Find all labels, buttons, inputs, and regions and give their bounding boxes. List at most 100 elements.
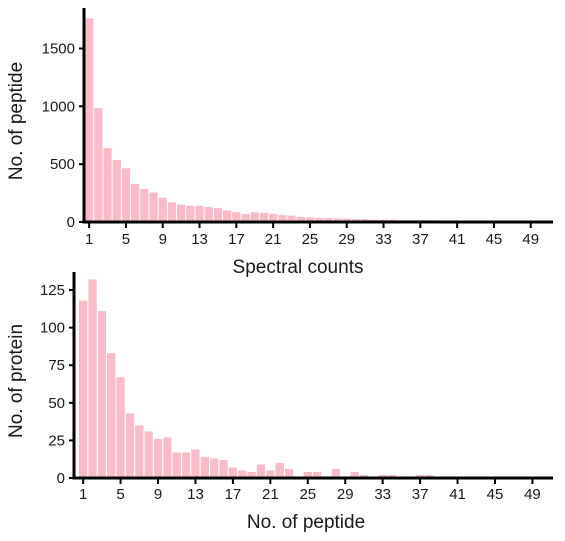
bar-17 bbox=[228, 467, 238, 478]
bar-22 bbox=[275, 462, 284, 478]
bar-30 bbox=[350, 471, 359, 478]
y-tick-label: 500 bbox=[50, 156, 75, 173]
bar-9 bbox=[158, 197, 167, 222]
bar-19 bbox=[250, 212, 259, 222]
bar-18 bbox=[241, 213, 250, 222]
x-tick-label: 9 bbox=[159, 231, 167, 248]
bar-7 bbox=[135, 425, 144, 478]
bar-6 bbox=[125, 413, 135, 478]
bar-18 bbox=[238, 470, 247, 478]
bar-14 bbox=[200, 456, 209, 478]
bar-23 bbox=[287, 215, 296, 222]
bar-4 bbox=[112, 160, 121, 222]
x-axis-title: No. of peptide bbox=[247, 512, 365, 533]
x-tick-label: 41 bbox=[449, 231, 466, 248]
x-tick-label: 1 bbox=[85, 231, 93, 248]
bar-10 bbox=[167, 202, 177, 222]
bar-22 bbox=[278, 215, 287, 222]
x-tick-label: 21 bbox=[265, 231, 282, 248]
bar-3 bbox=[103, 147, 112, 222]
bar-14 bbox=[204, 206, 213, 222]
bar-37 bbox=[415, 474, 425, 478]
y-axis-title: No. of protein bbox=[6, 324, 27, 438]
bar-25 bbox=[303, 471, 312, 478]
bar-4 bbox=[107, 353, 116, 478]
bar-11 bbox=[172, 452, 181, 478]
bar-15 bbox=[213, 208, 223, 222]
y-tick-label: 25 bbox=[48, 432, 65, 449]
x-tick-label: 21 bbox=[262, 486, 279, 503]
bar-1 bbox=[85, 18, 94, 222]
x-tick-label: 13 bbox=[191, 231, 208, 248]
y-tick-label: 1500 bbox=[42, 40, 75, 57]
bar-33 bbox=[378, 474, 387, 478]
x-axis-title: Spectral counts bbox=[233, 257, 364, 278]
bar-38 bbox=[425, 474, 434, 478]
y-tick-label: 1000 bbox=[42, 98, 75, 115]
bar-28 bbox=[331, 468, 341, 478]
bar-27 bbox=[324, 217, 333, 222]
x-tick-label: 33 bbox=[374, 486, 391, 503]
x-tick-label: 13 bbox=[187, 486, 204, 503]
x-tick-label: 17 bbox=[228, 231, 245, 248]
y-tick-label: 0 bbox=[67, 214, 75, 231]
bar-6 bbox=[131, 183, 140, 222]
x-tick-label: 49 bbox=[522, 231, 539, 248]
bar-26 bbox=[313, 471, 322, 478]
bar-12 bbox=[186, 205, 195, 222]
y-tick-label: 100 bbox=[40, 320, 65, 337]
x-tick-label: 9 bbox=[154, 486, 162, 503]
bar-20 bbox=[259, 212, 269, 222]
bar-20 bbox=[256, 464, 266, 478]
bar-31 bbox=[359, 474, 369, 478]
bar-10 bbox=[163, 437, 172, 478]
x-tick-label: 45 bbox=[486, 231, 503, 248]
x-tick-label: 25 bbox=[302, 231, 319, 248]
x-tick-label: 37 bbox=[412, 486, 429, 503]
x-tick-label: 5 bbox=[116, 486, 124, 503]
bar-29 bbox=[342, 218, 351, 222]
bar-2 bbox=[94, 108, 103, 222]
bar-21 bbox=[266, 470, 275, 478]
bar-28 bbox=[333, 218, 342, 222]
bar-15 bbox=[210, 458, 219, 478]
y-tick-label: 75 bbox=[48, 357, 65, 374]
x-tick-label: 33 bbox=[375, 231, 392, 248]
bar-5 bbox=[116, 377, 125, 478]
bar-25 bbox=[305, 217, 315, 222]
bar-13 bbox=[195, 205, 204, 222]
bar-3 bbox=[97, 311, 107, 478]
x-tick-label: 41 bbox=[449, 486, 466, 503]
bar-24 bbox=[296, 216, 305, 222]
panel-spectral-counts: Spectral counts No. of peptide 0 500 1000 1… bbox=[6, 8, 553, 278]
bar-23 bbox=[284, 468, 294, 478]
bar-8 bbox=[149, 192, 158, 222]
bar-5 bbox=[121, 168, 131, 222]
x-tick-label: 5 bbox=[122, 231, 130, 248]
bar-13 bbox=[191, 449, 200, 478]
x-tick-label: 29 bbox=[337, 486, 354, 503]
bar-7 bbox=[140, 189, 149, 222]
bar-12 bbox=[181, 452, 191, 478]
y-tick-label: 125 bbox=[40, 282, 65, 299]
bar-26 bbox=[315, 217, 324, 222]
x-tick-label: 1 bbox=[79, 486, 87, 503]
bar-19 bbox=[247, 471, 256, 478]
bar-1 bbox=[79, 300, 88, 478]
y-tick-label: 0 bbox=[57, 470, 65, 487]
y-tick-label: 50 bbox=[48, 395, 65, 412]
y-axis-title: No. of peptide bbox=[6, 62, 27, 180]
x-tick-label: 37 bbox=[412, 231, 429, 248]
bar-11 bbox=[177, 204, 186, 222]
x-tick-label: 25 bbox=[299, 486, 316, 503]
bar-21 bbox=[269, 213, 278, 222]
bar-8 bbox=[144, 431, 153, 478]
x-tick-label: 49 bbox=[524, 486, 541, 503]
bar-16 bbox=[223, 210, 232, 222]
panel-peptides-per-protein: No. of peptide No. of protein 0 25 50 75 100… bbox=[6, 272, 553, 533]
bar-9 bbox=[153, 438, 163, 478]
bar-17 bbox=[232, 212, 241, 222]
x-tick-label: 45 bbox=[487, 486, 504, 503]
bar-34 bbox=[387, 474, 397, 478]
